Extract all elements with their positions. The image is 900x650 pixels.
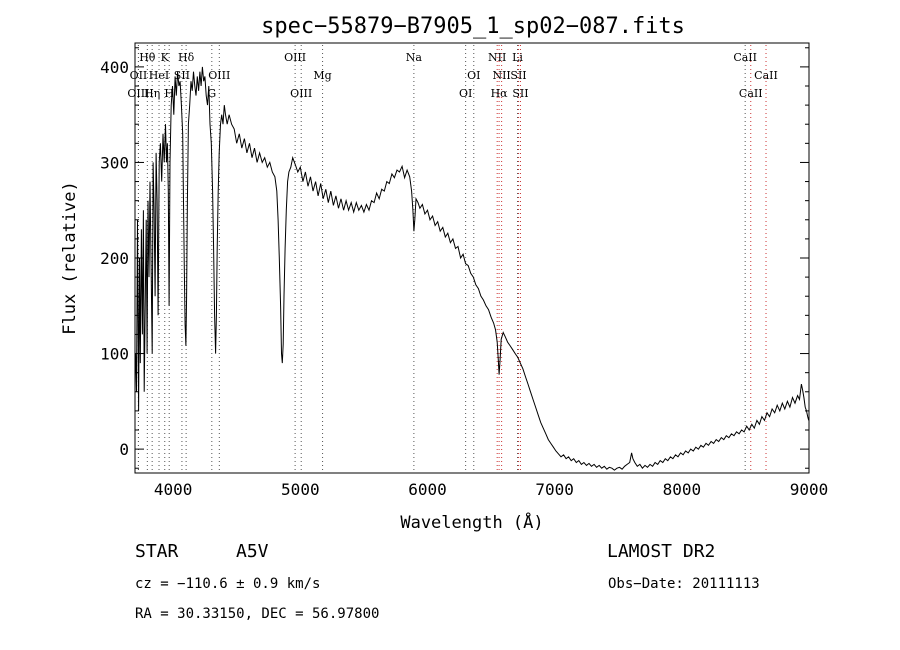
marker-label-24: CaII [754, 69, 778, 82]
marker-label-14: Na [406, 51, 423, 64]
marker-label-22: SII [512, 87, 528, 100]
marker-label-11: OIII [284, 51, 306, 64]
marker-label-16: OI [467, 69, 480, 82]
x-tick-label: 9000 [790, 480, 829, 499]
y-tick-label: 400 [100, 58, 129, 77]
y-axis-ticks: 0 100 200 300 400 [100, 47, 809, 469]
x-tick-label: 4000 [154, 480, 193, 499]
marker-label-5: HeI [149, 69, 169, 82]
y-tick-label: 0 [119, 440, 129, 459]
plot-frame [134, 42, 810, 474]
marker-label-7: H [164, 87, 174, 100]
marker-label-9: G [207, 87, 216, 100]
marker-label-2: OIII [127, 87, 149, 100]
x-tick-label: 7000 [535, 480, 574, 499]
spectrum-line [135, 66, 810, 471]
marker-label-3: Hη [144, 87, 160, 100]
x-tick-label: 5000 [281, 480, 320, 499]
x-tick-label: 6000 [408, 480, 447, 499]
marker-label-15: OI [459, 87, 472, 100]
line-markers [137, 45, 767, 473]
x-axis-ticks: 4000 5000 6000 7000 8000 9000 [154, 480, 828, 499]
marker-label-21: SII [510, 69, 526, 82]
redshift-cz: cz = −110.6 ± 0.9 km/s [135, 576, 321, 592]
marker-label-13: Mg [313, 69, 331, 82]
marker-label-0: Hθ [139, 51, 156, 64]
y-tick-label: 200 [100, 249, 129, 268]
object-subclass: A5V [236, 541, 269, 562]
survey-name: LAMOST DR2 [607, 541, 716, 562]
marker-label-19: Hα [491, 87, 509, 100]
marker-label-25: CaII [739, 87, 763, 100]
marker-label-10: OIII [208, 69, 230, 82]
chart-title: spec−55879−B7905_1_sp02−087.fits [261, 14, 685, 39]
marker-label-6: SII [174, 69, 190, 82]
marker-label-8: Hδ [178, 51, 195, 64]
marker-label-17: NII [488, 51, 506, 64]
x-axis-label: Wavelength (Å) [400, 511, 543, 533]
marker-label-18: NII [492, 69, 510, 82]
object-class: STAR [135, 541, 179, 562]
marker-label-23: CaII [733, 51, 757, 64]
coordinates: RA = 30.33150, DEC = 56.97800 [135, 606, 380, 622]
marker-label-12: OIII [290, 87, 312, 100]
x-tick-label: 8000 [663, 480, 702, 499]
marker-label-1: OII [130, 69, 148, 82]
y-tick-label: 300 [100, 153, 129, 172]
marker-label-4: K [161, 51, 170, 64]
observation-date: Obs−Date: 20111113 [608, 576, 760, 592]
y-tick-label: 100 [100, 345, 129, 364]
y-axis-label: Flux (relative) [60, 181, 80, 335]
marker-label-20: Li [512, 51, 523, 64]
